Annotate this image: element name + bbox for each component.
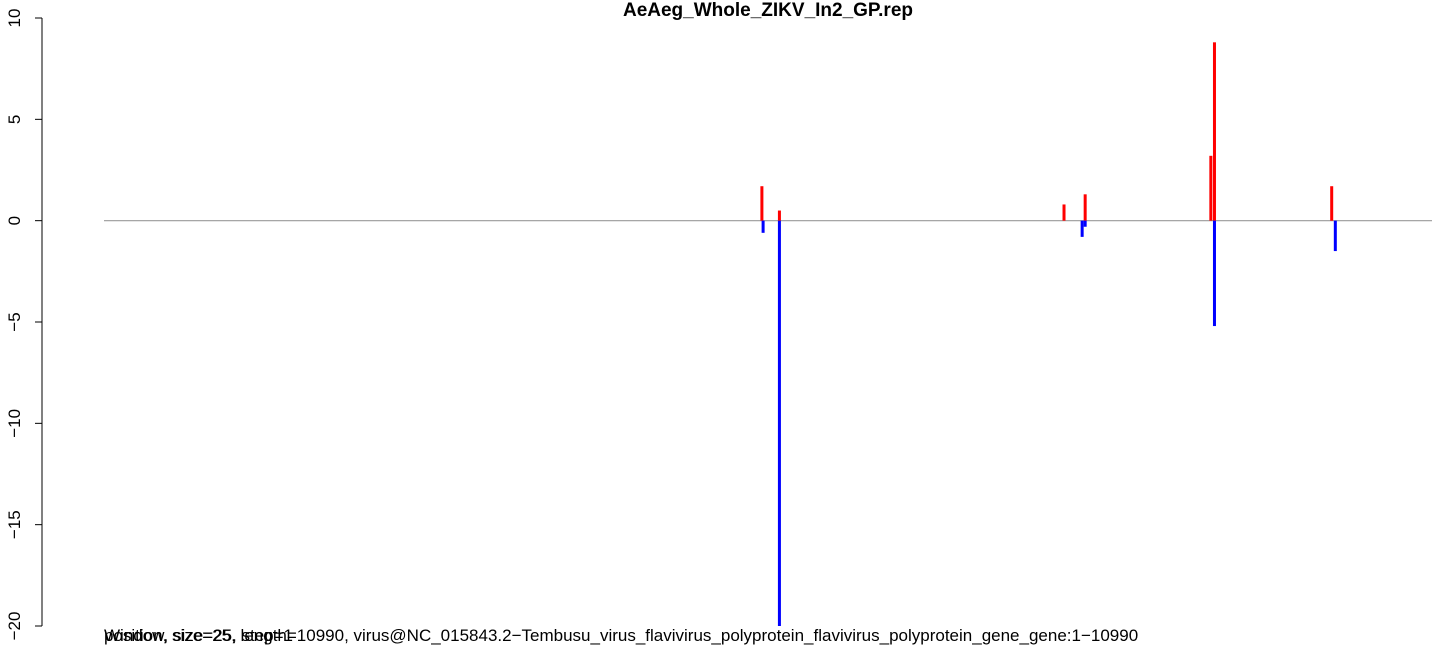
y-ticks: 10 5 0 −5 −10 −15 −20: [5, 9, 42, 641]
negative-bar: [1080, 220, 1084, 237]
y-tick-label: −10: [5, 409, 24, 438]
y-axis: 10 5 0 −5 −10 −15 −20: [5, 9, 43, 641]
positive-bar: [1330, 186, 1334, 221]
y-tick-label: 5: [5, 115, 24, 124]
negative-bar: [1333, 220, 1337, 252]
positive-bar: [1212, 42, 1216, 221]
footer-window-text: Window, size=25, step=1: [104, 626, 293, 645]
negative-bar: [761, 220, 765, 233]
footer-position-text: position, size=25, length=10990, virus@N…: [104, 626, 1138, 645]
positive-bar: [1083, 194, 1087, 221]
y-tick-label: 10: [5, 9, 24, 28]
chart-title: AeAeg_Whole_ZIKV_In2_GP.rep: [623, 0, 913, 21]
positive-bar: [1062, 204, 1066, 221]
negative-bar: [777, 220, 781, 626]
y-tick-label: −20: [5, 612, 24, 641]
positive-bar: [760, 186, 764, 221]
positive-bar: [777, 210, 781, 221]
negative-bar: [1212, 220, 1216, 327]
y-tick-label: −15: [5, 510, 24, 539]
negative-bar: [1083, 220, 1087, 227]
positive-bar: [1209, 155, 1213, 221]
bars: [760, 42, 1337, 626]
y-tick-label: −5: [5, 312, 24, 331]
y-tick-label: 0: [5, 216, 24, 225]
